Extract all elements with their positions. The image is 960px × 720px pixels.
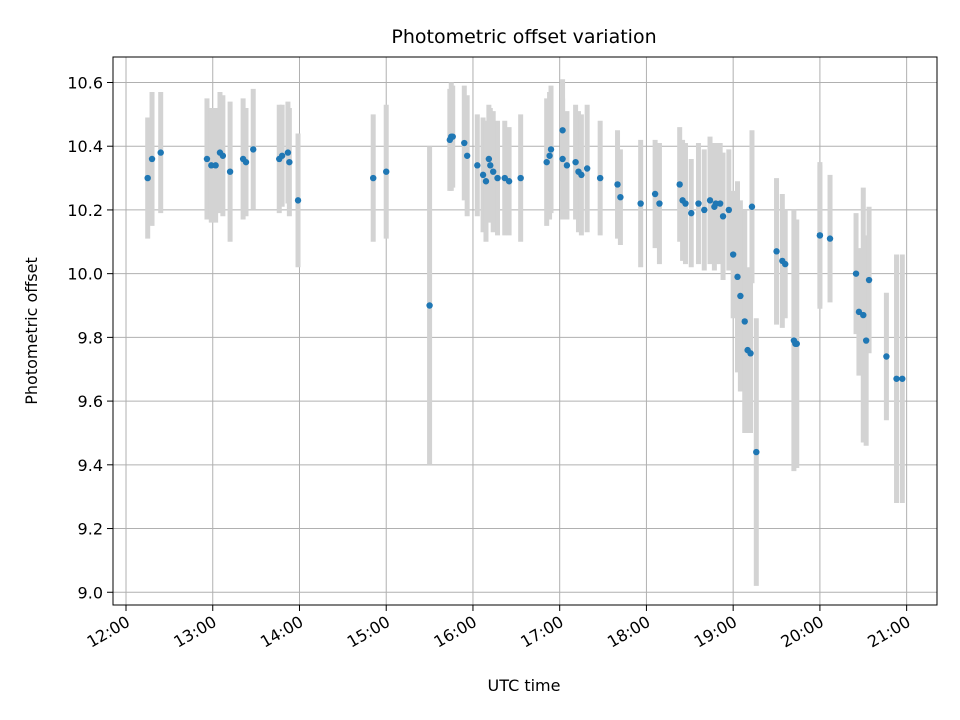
data-point bbox=[862, 337, 870, 344]
data-point bbox=[719, 213, 727, 220]
data-point bbox=[725, 206, 733, 214]
data-point bbox=[559, 155, 566, 163]
y-axis: 9.0 9.2 9.4 9.6 9.8 10.0 10.2 10.4 10.6 bbox=[67, 73, 113, 602]
data-point bbox=[596, 174, 604, 182]
data-point bbox=[656, 200, 663, 207]
data-point bbox=[737, 292, 744, 300]
data-point bbox=[284, 149, 292, 156]
data-point bbox=[782, 260, 789, 268]
data-point bbox=[242, 158, 250, 166]
data-point bbox=[463, 152, 471, 159]
data-point bbox=[793, 340, 800, 347]
data-point bbox=[148, 155, 156, 163]
data-point bbox=[278, 152, 286, 159]
data-point bbox=[250, 146, 257, 153]
data-point bbox=[505, 178, 513, 185]
data-point bbox=[748, 203, 756, 210]
y-tick-label: 9.8 bbox=[78, 328, 103, 347]
data-point bbox=[157, 149, 164, 156]
data-point bbox=[883, 353, 890, 360]
data-point bbox=[706, 197, 714, 204]
data-point bbox=[487, 162, 494, 169]
data-point bbox=[203, 155, 211, 163]
chart-title: Photometric offset variation bbox=[391, 26, 656, 48]
y-tick-label: 9.6 bbox=[78, 392, 103, 411]
data-point bbox=[893, 375, 900, 382]
data-point bbox=[651, 190, 659, 198]
plot-frame bbox=[112, 56, 938, 606]
data-point bbox=[212, 162, 219, 169]
data-point bbox=[734, 273, 741, 281]
data-point bbox=[449, 133, 456, 140]
data-point bbox=[559, 127, 566, 134]
data-point bbox=[572, 158, 579, 166]
y-tick-label: 9.4 bbox=[78, 456, 103, 475]
data-point bbox=[426, 302, 433, 309]
data-point bbox=[294, 197, 302, 204]
y-tick-label: 10.2 bbox=[67, 201, 103, 220]
data-point bbox=[899, 375, 906, 382]
data-point bbox=[383, 168, 390, 175]
data-point bbox=[701, 206, 708, 214]
data-point bbox=[753, 448, 760, 456]
data-point bbox=[637, 200, 644, 207]
data-point bbox=[219, 152, 227, 159]
data-point bbox=[370, 174, 377, 182]
data-point bbox=[482, 178, 490, 185]
data-point bbox=[144, 174, 151, 182]
y-axis-title: Photometric offset bbox=[22, 257, 41, 405]
data-point bbox=[494, 174, 501, 182]
data-point bbox=[682, 200, 689, 207]
data-point bbox=[741, 318, 748, 325]
data-point bbox=[676, 181, 683, 188]
data-point bbox=[461, 139, 468, 147]
data-point bbox=[865, 276, 873, 284]
data-point bbox=[688, 209, 695, 217]
data-point bbox=[578, 171, 585, 179]
y-tick-label: 10.6 bbox=[67, 73, 103, 92]
data-point bbox=[729, 251, 737, 258]
y-tick-label: 10.4 bbox=[67, 137, 103, 156]
data-point bbox=[852, 270, 860, 277]
x-axis-title: UTC time bbox=[488, 676, 561, 695]
data-point bbox=[816, 232, 824, 239]
data-point bbox=[286, 158, 293, 166]
data-point bbox=[826, 235, 834, 242]
y-tick-label: 10.0 bbox=[67, 265, 103, 284]
data-point bbox=[517, 174, 524, 182]
data-point bbox=[474, 162, 481, 169]
data-point bbox=[563, 162, 571, 169]
y-tick-label: 9.0 bbox=[78, 583, 103, 602]
data-point bbox=[489, 168, 497, 175]
data-point bbox=[546, 152, 553, 159]
data-point bbox=[617, 193, 624, 201]
data-point bbox=[614, 181, 621, 188]
data-points bbox=[144, 127, 906, 456]
data-point bbox=[747, 350, 754, 357]
data-point bbox=[860, 311, 867, 319]
data-point bbox=[479, 171, 487, 179]
data-point bbox=[543, 158, 550, 166]
data-point bbox=[716, 200, 724, 207]
data-point bbox=[583, 165, 591, 172]
y-tick-label: 9.2 bbox=[78, 520, 103, 539]
data-point bbox=[485, 155, 493, 163]
data-point bbox=[226, 168, 234, 175]
data-point bbox=[695, 200, 702, 207]
data-point bbox=[773, 248, 780, 255]
data-point bbox=[547, 146, 555, 153]
